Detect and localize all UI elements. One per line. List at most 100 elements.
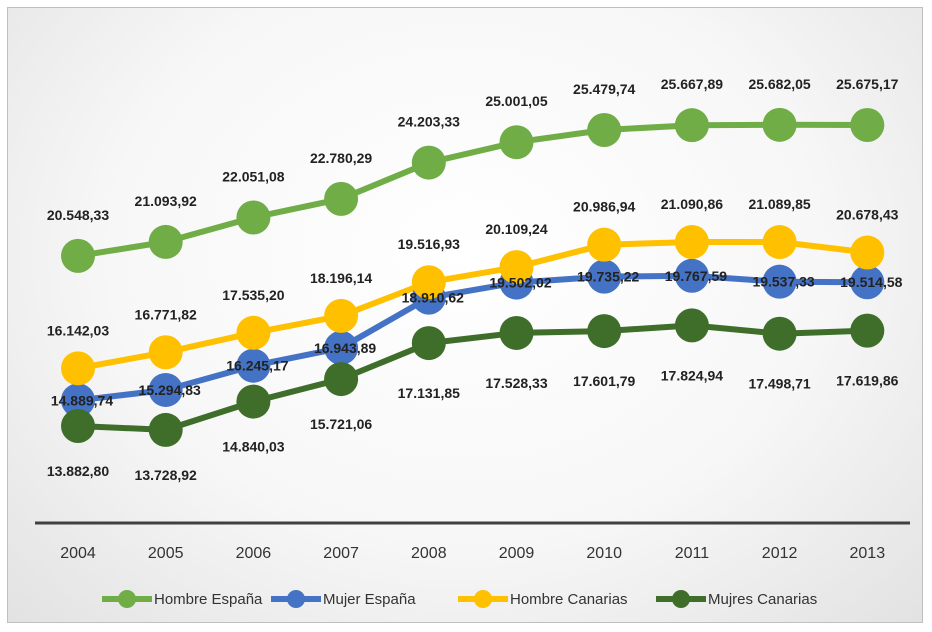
data-point — [850, 108, 885, 142]
data-point — [587, 227, 622, 262]
data-label: 17.498,71 — [748, 376, 810, 392]
data-label: 15.294,83 — [139, 382, 201, 398]
data-point — [674, 108, 709, 143]
series-line-2 — [77, 239, 868, 372]
data-point — [236, 348, 271, 383]
data-point — [61, 409, 95, 443]
x-tick-label: 2007 — [323, 545, 359, 562]
data-label: 25.675,17 — [836, 76, 898, 92]
data-point — [499, 125, 534, 160]
data-label: 19.514,58 — [840, 274, 902, 290]
chart-frame — [7, 7, 923, 623]
legend-item: Mujres Canarias — [656, 590, 817, 608]
x-tick-label: 2005 — [148, 545, 184, 562]
data-label: 14.889,74 — [51, 392, 113, 408]
series-line-1 — [77, 272, 868, 404]
data-point — [148, 412, 183, 447]
data-point — [324, 362, 359, 397]
data-label: 25.479,74 — [573, 81, 635, 97]
data-point — [324, 298, 359, 333]
x-tick-label: 2006 — [236, 545, 272, 562]
data-point — [324, 181, 359, 216]
legend-item: Hombre España — [102, 590, 263, 608]
data-label: 19.516,93 — [398, 236, 460, 252]
legend-label: Hombre Canarias — [510, 591, 628, 608]
data-label: 20.986,94 — [573, 199, 635, 215]
data-point — [148, 224, 183, 259]
series-markers — [61, 107, 885, 447]
data-point — [411, 145, 446, 180]
data-label: 21.093,92 — [135, 193, 197, 209]
data-point — [148, 372, 183, 407]
data-label: 16.771,82 — [135, 306, 197, 322]
data-point — [148, 335, 183, 370]
data-label: 21.090,86 — [661, 196, 723, 212]
data-label: 15.721,06 — [310, 416, 372, 432]
legend-label: Mujer España — [323, 591, 416, 608]
legend-label: Mujres Canarias — [708, 591, 817, 608]
data-label: 19.735,22 — [577, 269, 639, 285]
series-line-0 — [77, 121, 868, 259]
data-point — [674, 225, 709, 260]
data-point — [499, 315, 534, 350]
data-point — [850, 265, 885, 300]
legend-label: Hombre España — [154, 591, 263, 608]
data-label: 17.131,85 — [398, 385, 460, 401]
data-point — [587, 314, 622, 349]
data-point — [762, 316, 797, 351]
data-point — [674, 258, 709, 293]
data-label: 19.502,02 — [489, 275, 551, 291]
data-point — [762, 107, 797, 142]
data-label: 20.678,43 — [836, 207, 898, 223]
data-label: 17.601,79 — [573, 373, 635, 389]
data-point — [236, 384, 271, 419]
data-label: 25.001,05 — [485, 93, 547, 109]
x-tick-label: 2012 — [762, 545, 798, 562]
data-label: 25.667,89 — [661, 76, 723, 92]
data-label: 14.840,03 — [222, 439, 284, 455]
data-point — [587, 259, 622, 294]
legend-swatch-marker — [287, 590, 305, 608]
data-point — [850, 235, 885, 270]
series-line-3 — [77, 322, 868, 433]
x-tick-label: 2011 — [675, 545, 710, 562]
data-label: 22.051,08 — [222, 169, 284, 185]
data-point — [236, 200, 271, 235]
legend-swatch-marker — [474, 590, 492, 608]
data-label: 17.535,20 — [222, 287, 284, 303]
legend: Hombre España Mujer España Hombre Canarias… — [102, 590, 817, 608]
data-label: 13.728,92 — [135, 467, 197, 483]
data-label: 17.824,94 — [661, 367, 723, 383]
data-label: 25.682,05 — [748, 76, 810, 92]
x-tick-label: 2013 — [850, 545, 886, 562]
legend-item: Hombre Canarias — [458, 590, 628, 608]
data-point — [850, 313, 885, 348]
data-label: 16.943,89 — [314, 340, 376, 356]
data-label: 19.767,59 — [665, 268, 727, 284]
data-point — [762, 225, 797, 260]
data-label: 20.548,33 — [47, 207, 109, 223]
data-label: 18.196,14 — [310, 270, 372, 286]
x-tick-label: 2008 — [411, 545, 447, 562]
legend-item: Mujer España — [271, 590, 416, 608]
data-label: 19.537,33 — [752, 274, 814, 290]
x-tick-label: 2009 — [499, 545, 535, 562]
data-label: 16.245,17 — [226, 358, 288, 374]
data-point — [61, 351, 95, 386]
x-axis-ticks: 2004 2005 2006 2007 2008 2009 2010 2011 2012 2013 — [60, 545, 885, 562]
data-label: 20.109,24 — [485, 221, 547, 237]
data-label: 17.528,33 — [485, 375, 547, 391]
data-label: 16.142,03 — [47, 322, 109, 338]
data-label: 22.780,29 — [310, 150, 372, 166]
data-point — [587, 112, 622, 147]
data-point — [324, 330, 359, 365]
data-label: 24.203,33 — [398, 114, 460, 130]
data-point — [762, 264, 797, 299]
data-label: 21.089,85 — [748, 196, 810, 212]
x-tick-label: 2010 — [586, 545, 622, 562]
data-point — [499, 250, 534, 285]
data-point — [411, 265, 446, 300]
data-point — [674, 308, 709, 343]
data-label: 17.619,86 — [836, 373, 898, 389]
